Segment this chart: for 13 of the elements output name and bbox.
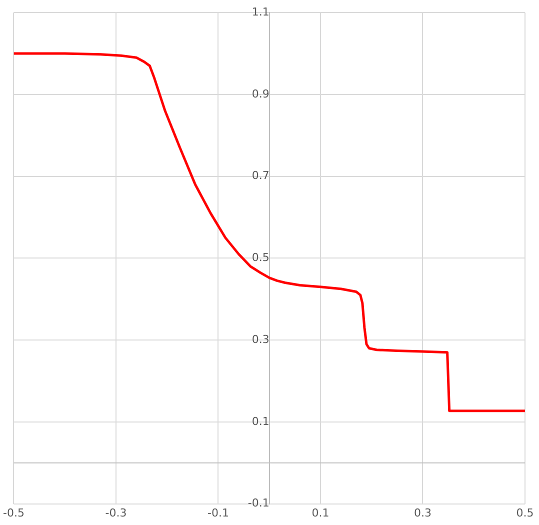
x-tick-label: 0.1 bbox=[312, 506, 330, 520]
y-tick-label: 0.3 bbox=[252, 332, 270, 346]
x-tick-label: -0.3 bbox=[105, 506, 127, 520]
y-tick-label: 0.5 bbox=[252, 251, 270, 264]
x-tick-label: 0.5 bbox=[516, 506, 534, 520]
y-tick-label: 0.7 bbox=[252, 169, 270, 182]
x-tick-label: -0.1 bbox=[208, 506, 229, 520]
x-tick-label: -0.5 bbox=[2, 506, 24, 520]
y-tick-label: -0.1 bbox=[248, 496, 270, 510]
y-tick-label: 0.1 bbox=[252, 414, 270, 428]
y-tick-label: 0.9 bbox=[252, 87, 270, 100]
y-tick-label: 1.1 bbox=[252, 5, 270, 18]
x-tick-label: 0.3 bbox=[414, 506, 432, 520]
